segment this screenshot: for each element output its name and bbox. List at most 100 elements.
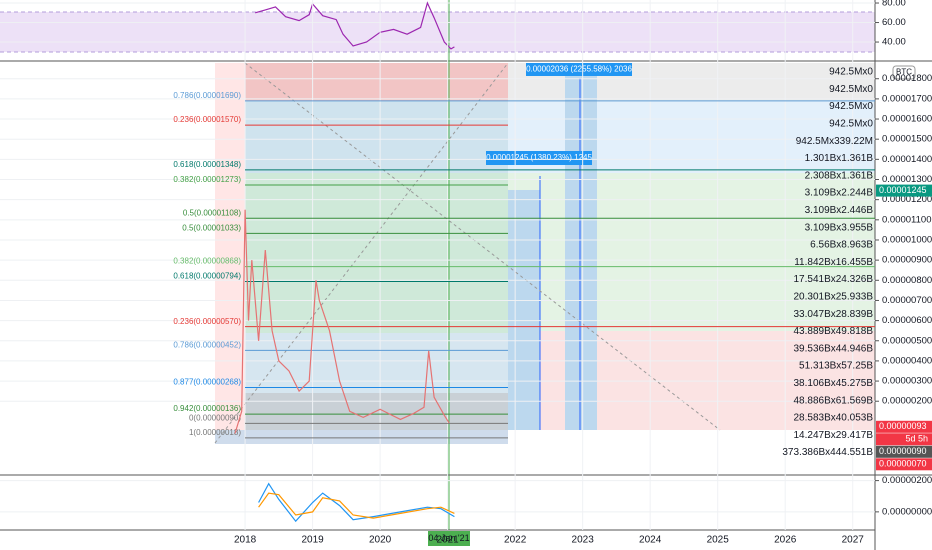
crosshair-label: 04 Jan '21 [428,533,469,543]
volume-profile-label: 2.308Bx1.361B [805,170,874,181]
fib-label: 0.618(0.00000794) [173,272,241,281]
price-label-box [876,433,932,446]
price-label: 5d 5h [905,434,928,444]
volume-profile-label: 11.842Bx16.455B [794,257,873,268]
price-line [255,1,455,50]
fib-zone [245,333,508,393]
y-tick-label: 0.00000200 [882,475,932,486]
y-tick-label: 0.00000900 [882,255,932,266]
volume-profile-label: 17.541Bx24.326B [793,274,873,285]
fib-label: 0.877(0.00000268) [173,378,241,387]
fib-label: 1(0.00000018) [189,428,241,437]
x-tick-label: 2021 [437,535,460,546]
measure-label: 0.00001245 (1380.23%) 1245 [486,153,592,162]
measure-box [526,63,632,76]
fib-zone [245,63,508,101]
currency-box [892,65,916,80]
volume-profile-label: 3.109Bx2.244B [805,188,874,199]
crosshair-box [428,531,470,546]
x-tick-label: 2018 [234,535,257,546]
y-tick-label: 0.00001100 [882,214,932,225]
fib-label: 0.382(0.00001273) [173,175,241,184]
price-label-box [876,458,932,471]
volume-profile-label: 39.536Bx44.946B [793,343,873,354]
y-tick-label: 0.00001800 [882,73,932,84]
x-tick-label: 2022 [504,535,527,546]
fib-label: 0.786(0.00001690) [173,91,241,100]
price-label: 0.00000090 [879,446,927,456]
fib-label: 0.236(0.00001570) [173,115,241,124]
y-tick-label: 80.00 [882,0,906,9]
volume-profile-label: 942.5Mx0 [829,119,873,130]
fib-zone [215,430,508,444]
y-tick-label: 0.00000000 [882,506,932,517]
fib-zone [245,101,508,173]
volume-profile-label: 43.889Bx49.818B [793,326,873,337]
x-tick-label: 2027 [842,535,865,546]
y-tick-label: 0.00001300 [882,174,932,185]
diag [244,62,721,431]
volume-profile-label: 14.247Bx29.417B [793,430,873,441]
price-label-box [876,184,932,197]
measure-box [508,190,540,430]
x-tick-label: 2020 [369,535,392,546]
y-tick-label: 0.00001200 [882,194,932,205]
y-tick-label: 0.00001600 [882,114,932,125]
volume-profile-label: 1.301Bx1.361B [805,153,874,164]
y-tick-label: 0.00000300 [882,376,932,387]
fib-left-bg [215,63,245,443]
price-label: 0.00001245 [879,185,927,195]
measure-label: 0.00002036 (2255.58%) 2036 [526,65,632,74]
y-tick-label: 0.00001700 [882,93,932,104]
volume-profile-label: 6.56Bx8.963B [810,240,873,251]
price-label: 0.00000070 [879,459,927,469]
volume-profile-label: 3.109Bx2.446B [805,205,874,216]
volume-profile-label: 3.109Bx3.955B [805,222,874,233]
series-line [258,492,455,519]
fib-label: 0.618(0.00001348) [173,160,241,169]
y-tick-label: 0.00001000 [882,234,932,245]
y-tick-label: 0.00001400 [882,154,932,165]
volume-profile-label: 28.583Bx40.053B [793,413,873,424]
fib-zone [245,173,508,333]
measure-box [486,151,592,165]
x-tick-label: 2026 [774,535,797,546]
price-label: 0.00000093 [879,421,927,431]
x-tick-label: 2019 [301,535,324,546]
y-tick-label: 60.00 [882,17,906,28]
rsi-band [0,12,875,52]
x-tick-label: 2025 [707,535,730,546]
x-tick-label: 2023 [572,535,595,546]
volume-profile-label: 942.5Mx0 [829,84,873,95]
y-tick-label: 0.00000500 [882,335,932,346]
volume-profile-label: 51.313Bx57.25B [799,361,873,372]
y-tick-label: 0.00000800 [882,275,932,286]
volume-profile-label: 33.047Bx28.839B [793,309,873,320]
y-tick-label: 0.00001500 [882,134,932,145]
fib-label: 0.5(0.00001108) [183,208,241,217]
price-line [234,209,450,434]
fib-label: 0(0.00000090) [189,414,241,423]
diag [214,62,509,444]
series-line [258,482,455,523]
volume-profile-label: 20.301Bx25.933B [793,292,873,303]
volume-profile-label: 942.5Mx0 [829,101,873,112]
y-tick-label: 0.00000400 [882,355,932,366]
volume-profile-label: 38.106Bx45.275B [793,378,873,389]
y-tick-label: 0.00000600 [882,315,932,326]
y-tick-label: 0.00000200 [882,396,932,407]
measure-box [565,75,597,430]
y-tick-label: 40.00 [882,37,906,48]
fib-label: 0.942(0.00000136) [173,404,241,413]
volume-profile-label: 48.886Bx61.569B [793,395,873,406]
volume-profile-label: 942.5Mx339.22M [796,136,873,147]
x-tick-label: 2024 [639,535,662,546]
fib-label: 0.382(0.00000868) [173,257,241,266]
volume-profile-label: 373.386Bx444.551B [782,447,873,458]
fib-label: 0.236(0.00000570) [173,317,241,326]
fib-label: 0.786(0.00000452) [173,341,241,350]
y-tick-label: 0.00000700 [882,295,932,306]
volume-profile-label: 942.5Mx0 [829,67,873,78]
price-label-box [876,420,932,433]
